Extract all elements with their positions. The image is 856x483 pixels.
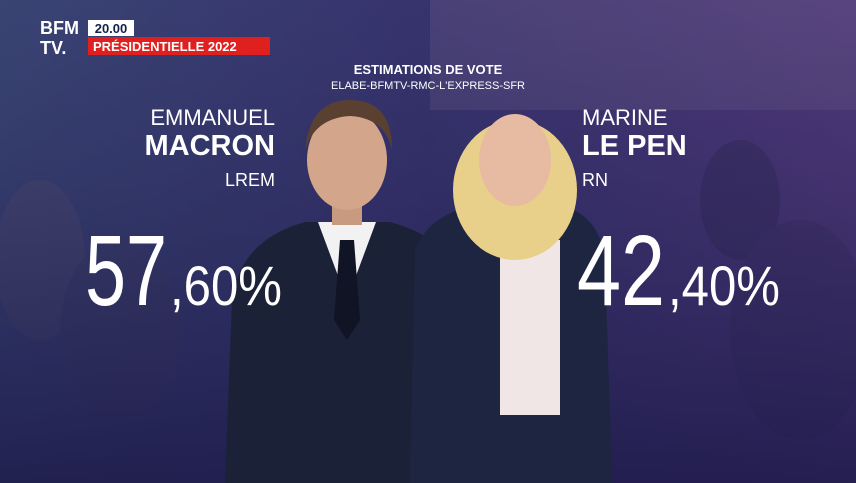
logo-bottom: TV. [40, 38, 66, 58]
party: LREM [225, 170, 275, 190]
score-whole: 57 [85, 215, 167, 327]
first-name: MARINE [582, 105, 668, 130]
time: 20.00 [95, 21, 128, 36]
first-name: EMMANUEL [150, 105, 275, 130]
time-box [88, 20, 134, 36]
banner-box [88, 37, 270, 55]
candidate-photo-right [410, 114, 612, 483]
last-name: MACRON [145, 130, 276, 162]
banner: PRÉSIDENTIELLE 2022 [93, 39, 237, 54]
title: ESTIMATIONS DE VOTE [354, 62, 503, 77]
party: RN [582, 170, 608, 190]
score-whole: 42 [577, 215, 665, 327]
last-name: LE PEN [582, 130, 687, 162]
logo-top: BFM [40, 18, 79, 38]
score-fraction: ,60% [170, 254, 282, 317]
score-fraction: ,40% [668, 254, 780, 317]
subtitle: ELABE-BFMTV-RMC-L'EXPRESS-SFR [331, 80, 525, 92]
